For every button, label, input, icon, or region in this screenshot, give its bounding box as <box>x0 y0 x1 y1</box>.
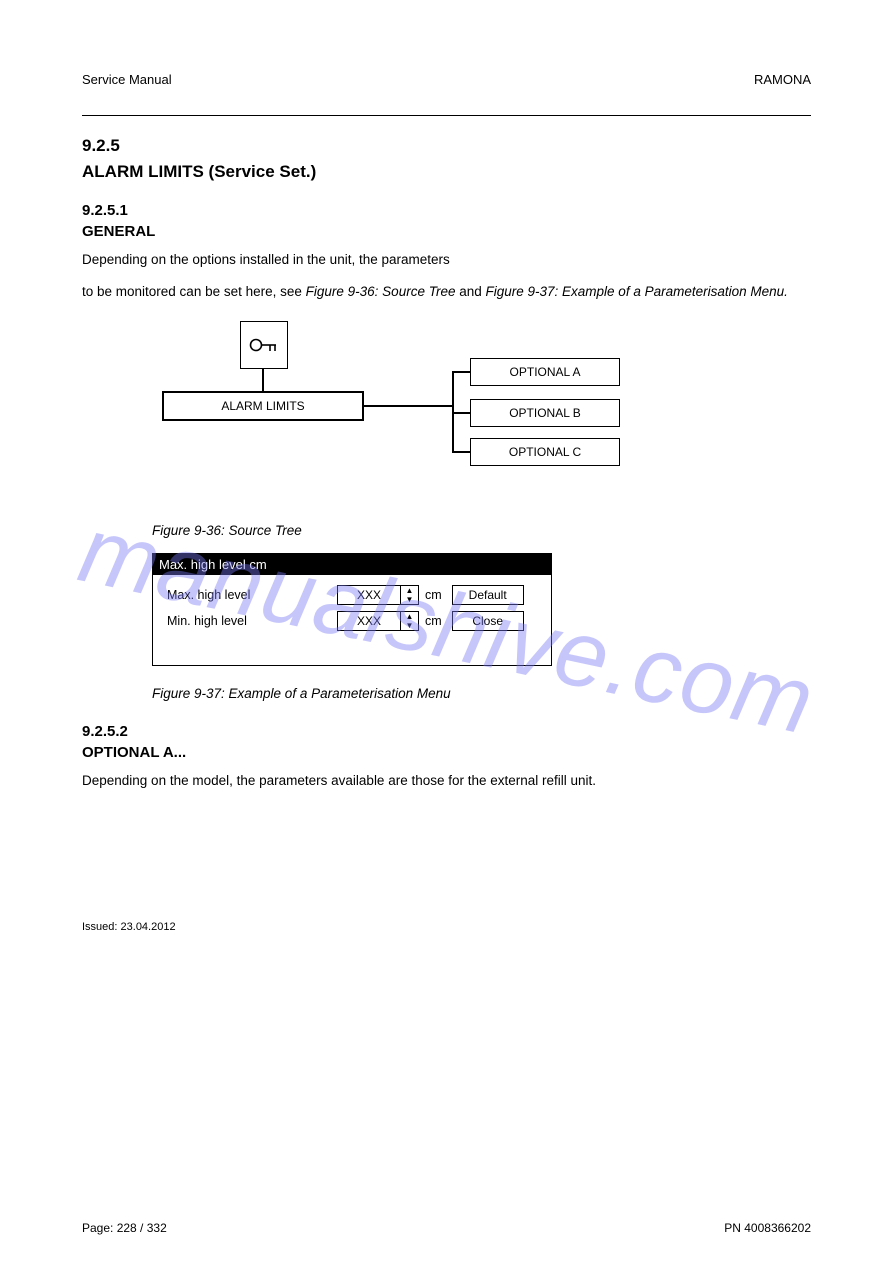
sub1-p2-text-c: and <box>455 284 481 299</box>
figure-36-caption: Figure 9-36: Source Tree <box>152 521 811 541</box>
issue-date: Issued: 23.04.2012 <box>82 921 811 933</box>
section-number: 9.2.5 <box>82 136 811 156</box>
connector-stem <box>262 369 264 391</box>
tree-option-a: OPTIONAL A <box>470 358 620 386</box>
tree-option-c: OPTIONAL C <box>470 438 620 466</box>
dialog-row-min: Min. high level XXX ▲▼ cm Close <box>167 611 537 631</box>
min-level-value[interactable]: XXX <box>337 611 401 631</box>
min-level-unit: cm <box>425 614 442 628</box>
doc-type-label: Service Manual <box>82 72 172 87</box>
sub2-paragraph: Depending on the model, the parameters a… <box>82 771 811 791</box>
subsection2-number: 9.2.5.2 <box>82 723 811 740</box>
connector-branch-2 <box>452 412 470 414</box>
max-level-stepper[interactable]: ▲▼ <box>401 585 419 605</box>
subsection1-title: GENERAL <box>82 223 811 240</box>
section-title: ALARM LIMITS (Service Set.) <box>82 162 811 182</box>
close-button[interactable]: Close <box>452 611 524 631</box>
sub1-paragraph-line1: Depending on the options installed in th… <box>82 250 811 270</box>
figure-37-caption: Figure 9-37: Example of a Parameterisati… <box>152 684 811 704</box>
subsection1-number: 9.2.5.1 <box>82 202 811 219</box>
source-tree-diagram: ALARM LIMITS OPTIONAL A OPTIONAL B OPTIO… <box>162 321 602 501</box>
max-level-unit: cm <box>425 588 442 602</box>
key-icon-box <box>240 321 288 369</box>
sub1-p2-text-a: to be monitored can be set here, see <box>82 284 302 299</box>
dialog-row-max: Max. high level XXX ▲▼ cm Default <box>167 585 537 605</box>
connector-h <box>364 405 454 407</box>
header-rule <box>82 115 811 116</box>
default-button[interactable]: Default <box>452 585 524 605</box>
key-icon <box>248 334 280 356</box>
max-level-value[interactable]: XXX <box>337 585 401 605</box>
subsection2-title: OPTIONAL A... <box>82 744 811 761</box>
page-footer: Page: 228 / 332 PN 4008366202 <box>0 1221 893 1235</box>
min-level-stepper[interactable]: ▲▼ <box>401 611 419 631</box>
tree-root-box: ALARM LIMITS <box>162 391 364 421</box>
parameter-dialog: Max. high level cm Max. high level XXX ▲… <box>152 553 552 666</box>
sub1-paragraph-line2: to be monitored can be set here, see Fig… <box>82 282 811 302</box>
model-label: RAMONA <box>754 72 811 87</box>
min-level-label: Min. high level <box>167 614 337 628</box>
max-level-label: Max. high level <box>167 588 337 602</box>
dialog-title-bar: Max. high level cm <box>153 554 551 575</box>
connector-branch-3 <box>452 451 470 453</box>
page-number: Page: 228 / 332 <box>82 1221 167 1235</box>
tree-option-b: OPTIONAL B <box>470 399 620 427</box>
connector-branch-1 <box>452 371 470 373</box>
figure-ref-36: Figure 9-36: Source Tree <box>302 284 456 299</box>
part-number: PN 4008366202 <box>724 1221 811 1235</box>
figure-ref-37: Figure 9-37: Example of a Parameterisati… <box>482 284 788 299</box>
